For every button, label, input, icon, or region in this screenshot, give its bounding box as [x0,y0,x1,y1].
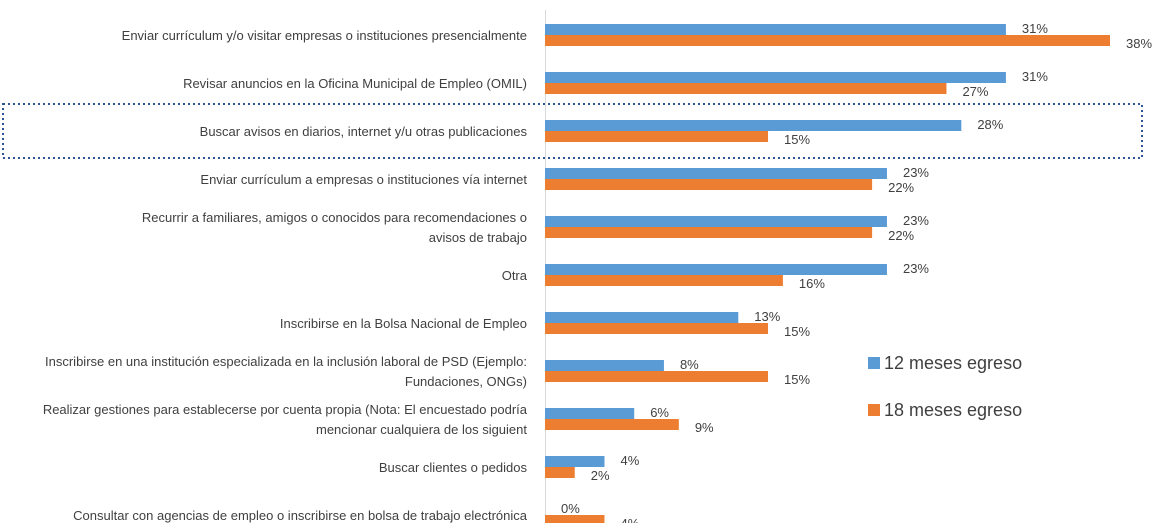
data-label: 15% [784,132,810,147]
data-label: 38% [1126,36,1152,51]
data-label: 2% [591,468,610,483]
data-label: 15% [784,372,810,387]
bar [545,83,947,94]
bar [545,408,635,419]
bar [545,35,1110,46]
data-label: 23% [903,165,929,180]
bar [545,275,783,286]
data-label: 31% [1022,69,1048,84]
category-label: Enviar currículum y/o visitar empresas o… [121,28,527,43]
category-label: Revisar anuncios en la Oficina Municipal… [183,76,527,91]
data-label: 0% [561,501,580,516]
legend-label: 12 meses egreso [884,353,1022,373]
bar [545,360,664,371]
bar [545,24,1006,35]
bar [545,179,873,190]
data-label: 28% [977,117,1003,132]
bar [545,419,679,430]
category-label: Buscar clientes o pedidos [378,460,527,475]
category-label: Enviar currículum a empresas o instituci… [200,172,527,187]
bar [545,264,887,275]
legend-label: 18 meses egreso [884,400,1022,420]
category-label: Buscar avisos en diarios, internet y/u o… [199,124,527,139]
bar [545,216,887,227]
data-label: 9% [695,420,714,435]
data-label: 23% [903,213,929,228]
bar [545,227,873,238]
data-label: 15% [784,324,810,339]
data-label: 27% [962,84,988,99]
category-label: Recurrir a familiares, amigos o conocido… [141,210,527,245]
bar [545,168,887,179]
category-label: Consultar con agencias de empleo o inscr… [73,508,527,523]
data-label: 31% [1022,21,1048,36]
data-label: 16% [799,276,825,291]
data-label: 23% [903,261,929,276]
category-label: Inscribirse en una institución especiali… [45,354,527,389]
data-label: 13% [754,309,780,324]
data-label: 4% [620,453,639,468]
data-label: 22% [888,180,914,195]
bar [545,456,605,467]
bar [545,371,769,382]
data-label: 22% [888,228,914,243]
data-label: 8% [680,357,699,372]
bar [545,312,739,323]
legend-swatch [868,357,880,369]
bar [545,515,605,523]
category-label: Inscribirse en la Bolsa Nacional de Empl… [279,316,527,331]
bar [545,323,769,334]
category-label: Otra [501,268,527,283]
bar [545,131,769,142]
data-label: 4% [620,516,639,523]
bar [545,120,962,131]
category-label: Realizar gestiones para establecerse por… [42,402,527,437]
bar [545,72,1006,83]
legend-swatch [868,404,880,416]
bar [545,467,575,478]
data-label: 6% [650,405,669,420]
highlight-box [2,103,1143,159]
